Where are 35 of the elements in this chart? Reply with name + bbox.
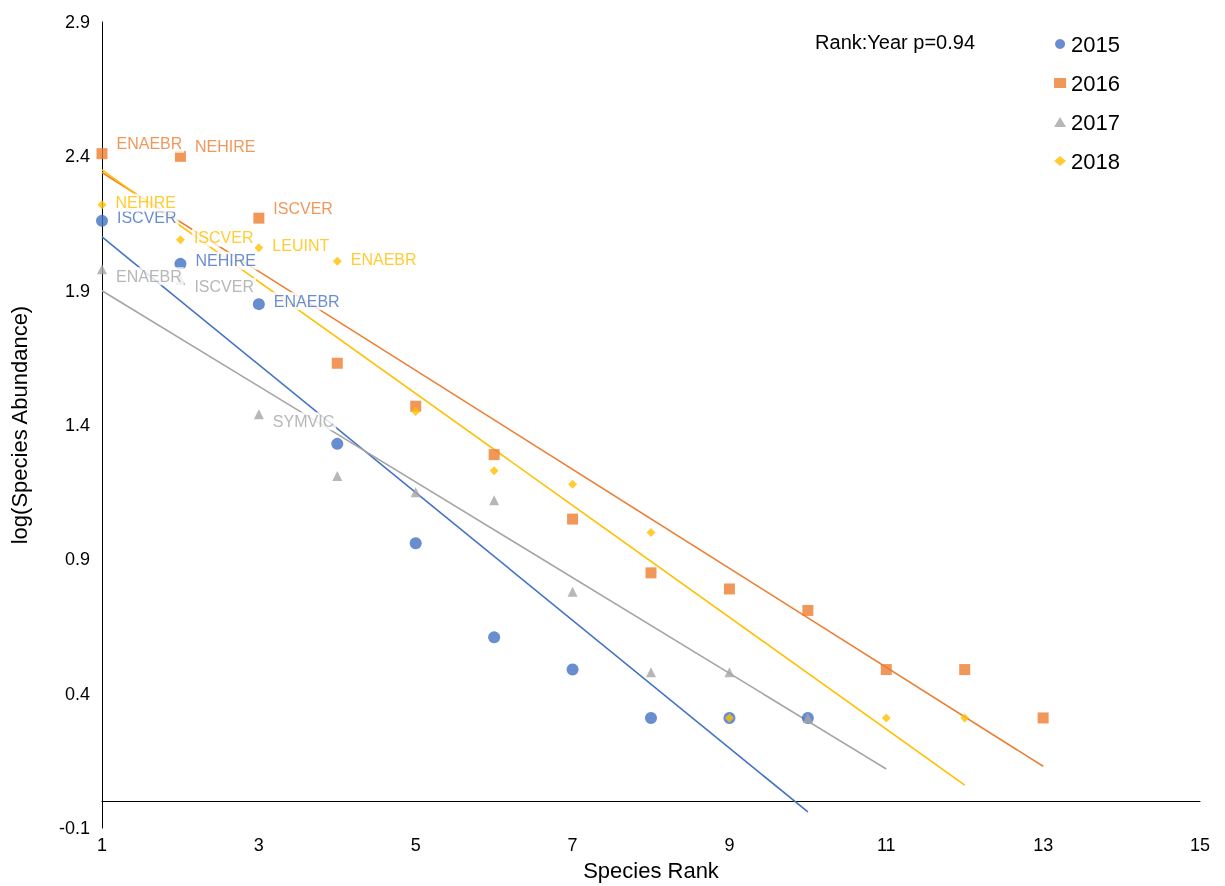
legend-label: 2018	[1071, 148, 1121, 174]
y-tick-label: 2.9	[64, 12, 90, 32]
legend-label: 2016	[1071, 70, 1121, 96]
x-tick-label: 15	[1189, 835, 1211, 856]
legend-label: 2015	[1071, 31, 1121, 57]
x-tick-label: 9	[724, 835, 735, 856]
data-label: NEHIRE	[195, 252, 256, 270]
data-label: ENAEBR	[116, 135, 183, 153]
legend-label: 2017	[1071, 109, 1121, 135]
data-label: ISCVER	[273, 199, 333, 217]
data-label: SYMVIC	[272, 412, 335, 430]
x-tick-label: 13	[1033, 835, 1054, 856]
data-label: ENAEBR	[273, 292, 340, 310]
y-tick-label: 1.4	[64, 415, 90, 436]
x-tick-label: 1	[96, 835, 108, 856]
data-label: LEUINT	[272, 237, 330, 255]
data-label: NEHIRE	[115, 194, 176, 212]
y-tick-label: 0.9	[64, 549, 90, 570]
x-tick-label: 11	[876, 835, 896, 856]
x-tick-label: 3	[253, 835, 264, 856]
annotation: Rank:Year p=0.94	[815, 31, 976, 53]
data-label: NEHIRE	[194, 137, 256, 155]
x-tick-label: 7	[567, 835, 578, 856]
y-tick-label: 1.9	[64, 280, 90, 301]
y-tick-label: 2.4	[64, 146, 90, 167]
data-label: ISCVER	[117, 209, 177, 227]
x-tick-label: 5	[410, 835, 421, 856]
x-axis-title: Species Rank	[583, 857, 720, 883]
data-label: ENAEBR	[116, 267, 182, 285]
data-label: ISCVER	[193, 229, 254, 247]
data-label: ENAEBR	[350, 250, 417, 268]
y-tick-label: -0.1	[58, 818, 90, 839]
data-label: ISCVER	[194, 278, 255, 296]
y-axis-title: log(Species Abundance)	[6, 305, 32, 545]
y-tick-label: 0.4	[64, 683, 90, 704]
